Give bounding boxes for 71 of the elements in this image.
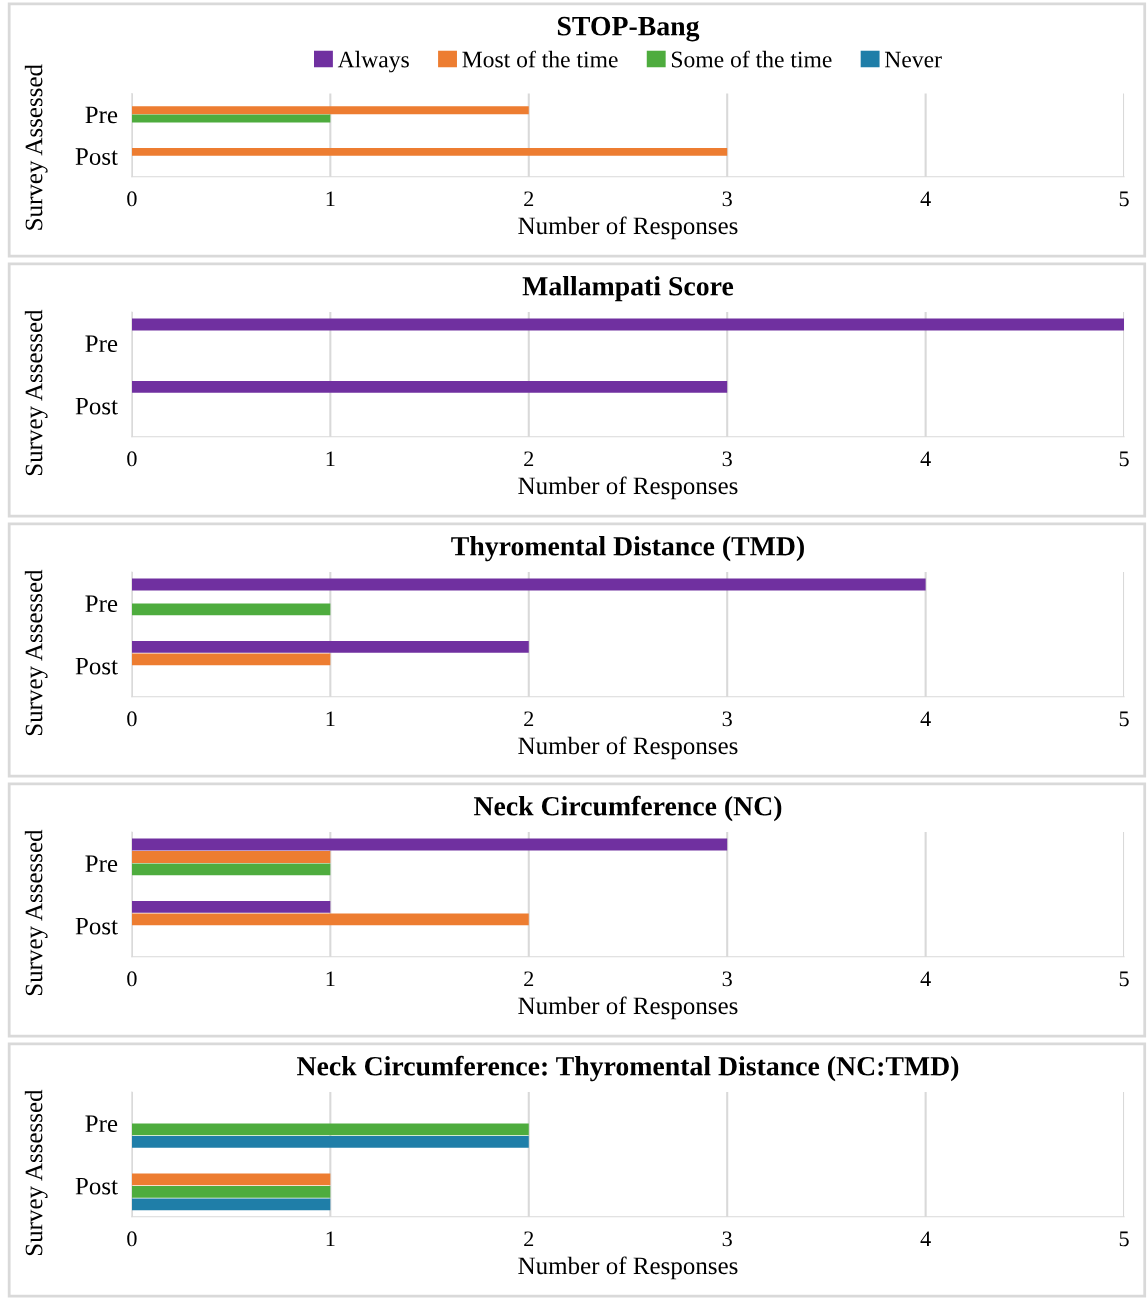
x-tick-label: 4	[920, 711, 931, 727]
bar	[131, 863, 331, 876]
legend-label: Never	[884, 51, 942, 68]
bar	[131, 913, 529, 926]
bar	[131, 147, 728, 156]
x-axis-title: Number of Responses	[518, 736, 738, 760]
x-tick-label: 0	[127, 1231, 137, 1247]
x-tick-label: 1	[326, 191, 335, 207]
x-tick-label: 2	[524, 451, 534, 467]
x-axis-title: Number of Responses	[518, 476, 738, 500]
legend-label: Most of the time	[462, 50, 618, 68]
chart-title: Neck Circumference (NC)	[473, 795, 782, 822]
x-axis-title: Number of Responses	[518, 996, 738, 1020]
y-tick-label: Pre	[85, 855, 118, 873]
x-tick-label: 5	[1119, 451, 1129, 467]
x-tick-label: 0	[127, 971, 137, 987]
y-tick-label: Pre	[85, 106, 118, 124]
legend-label: Always	[337, 50, 409, 73]
x-tick-label: 1	[326, 971, 335, 987]
x-tick-label: 3	[722, 711, 732, 727]
x-axis-title: Number of Responses	[518, 216, 738, 240]
bar	[131, 578, 926, 591]
legend-label: Some of the time	[671, 50, 832, 68]
x-tick-label: 4	[920, 451, 931, 467]
y-axis-title: Survey Assessed	[24, 309, 48, 476]
y-tick-label: Post	[75, 657, 118, 675]
x-tick-label: 0	[127, 711, 137, 727]
x-tick-label: 2	[524, 191, 534, 207]
x-tick-label: 5	[1119, 711, 1129, 727]
y-tick-label: Post	[75, 917, 118, 935]
x-tick-label: 3	[722, 1231, 732, 1247]
chart-title: Neck Circumference: Thyromental Distance (NC:TMD)	[297, 1055, 959, 1082]
y-axis-title: Survey Assessed	[24, 1089, 48, 1256]
x-tick-label: 4	[920, 191, 931, 207]
y-axis-title: Survey Assessed	[24, 569, 48, 736]
x-tick-label: 4	[920, 971, 931, 987]
x-tick-label: 0	[127, 191, 137, 207]
bar	[131, 838, 728, 851]
x-tick-label: 3	[722, 191, 732, 207]
bar	[131, 114, 331, 123]
x-axis-title: Number of Responses	[518, 1256, 738, 1280]
chart-title: Thyromental Distance (TMD)	[451, 536, 804, 562]
y-tick-label: Pre	[85, 595, 118, 613]
x-tick-label: 0	[127, 451, 137, 467]
bar	[131, 900, 331, 913]
y-tick-label: Pre	[85, 1115, 118, 1133]
x-tick-label: 2	[524, 711, 534, 727]
x-tick-label: 3	[722, 451, 732, 467]
y-tick-label: Post	[75, 1177, 118, 1195]
y-axis-title: Survey Assessed	[24, 829, 48, 996]
bar	[131, 640, 529, 653]
bar	[131, 851, 331, 863]
y-tick-label: Post	[75, 397, 118, 415]
x-tick-label: 2	[524, 971, 534, 987]
x-tick-label: 2	[524, 1231, 534, 1247]
chart-title: STOP-Bang	[557, 16, 700, 42]
y-tick-label: Post	[75, 148, 118, 165]
y-tick-label: Pre	[85, 335, 118, 353]
bar	[131, 106, 529, 115]
bar	[131, 653, 331, 666]
bar	[131, 603, 331, 616]
x-tick-label: 1	[326, 451, 335, 467]
chart-title: Mallampati Score	[522, 276, 734, 302]
x-tick-label: 5	[1119, 1231, 1129, 1247]
x-tick-label: 3	[722, 971, 732, 987]
x-tick-label: 1	[326, 711, 335, 727]
x-tick-label: 5	[1119, 971, 1129, 987]
y-axis-title: Survey Assessed	[24, 64, 48, 230]
x-tick-label: 5	[1119, 191, 1129, 207]
x-tick-label: 4	[920, 1231, 931, 1247]
x-tick-label: 1	[326, 1231, 335, 1247]
